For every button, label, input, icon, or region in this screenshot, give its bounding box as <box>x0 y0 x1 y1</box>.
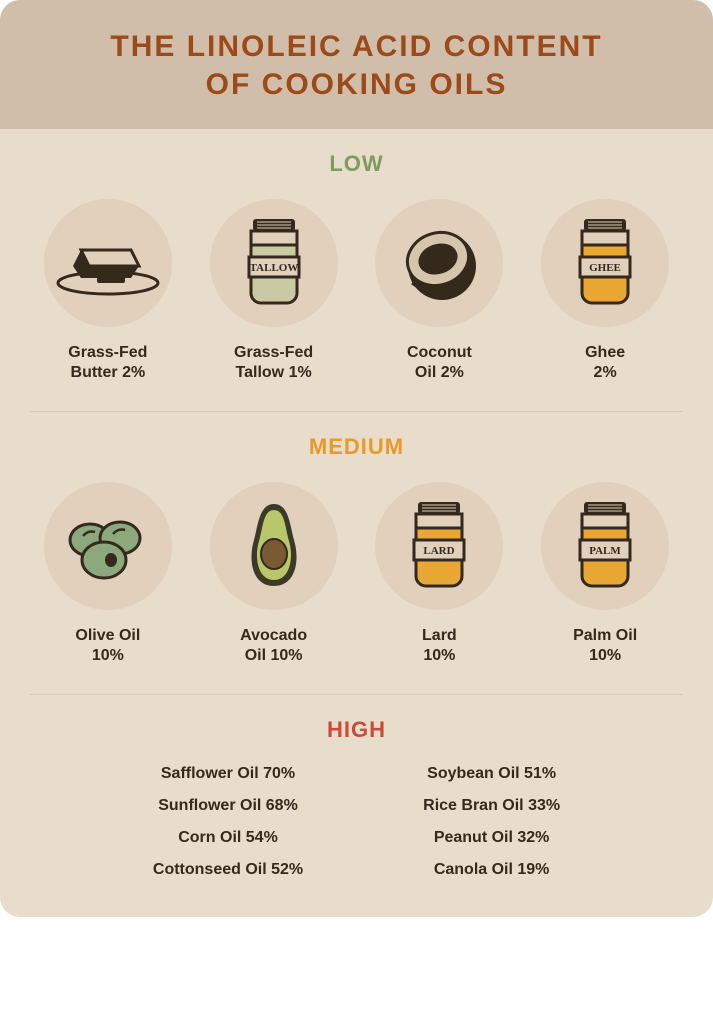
low-grid: Grass-Fed Butter 2% TALLOW Grass-Fed Tal… <box>30 199 683 383</box>
high-col-1: Safflower Oil 70% Sunflower Oil 68% Corn… <box>153 765 303 879</box>
item-label: Grass-Fed Tallow 1% <box>234 343 313 383</box>
svg-text:GHEE: GHEE <box>589 262 621 274</box>
high-item: Soybean Oil 51% <box>423 765 560 783</box>
header: THE LINOLEIC ACID CONTENT OF COOKING OIL… <box>0 0 713 129</box>
item-label: Olive Oil 10% <box>75 626 140 666</box>
section-low: LOW Grass-Fed Butter 2% TALLOW <box>0 129 713 411</box>
coconut-icon <box>375 199 503 327</box>
palm-jar-icon: PALM <box>541 482 669 610</box>
item-lard: LARD Lard 10% <box>362 482 518 666</box>
tallow-jar-icon: TALLOW <box>210 199 338 327</box>
item-ghee: GHEE Ghee 2% <box>527 199 683 383</box>
item-olive: Olive Oil 10% <box>30 482 186 666</box>
butter-icon <box>44 199 172 327</box>
title-line-1: THE LINOLEIC ACID CONTENT <box>110 30 602 63</box>
section-heading-high: HIGH <box>30 717 683 743</box>
section-heading-medium: MEDIUM <box>30 434 683 460</box>
ghee-jar-icon: GHEE <box>541 199 669 327</box>
svg-text:PALM: PALM <box>589 545 621 557</box>
item-butter: Grass-Fed Butter 2% <box>30 199 186 383</box>
high-item: Peanut Oil 32% <box>423 829 560 847</box>
item-label: Ghee 2% <box>585 343 625 383</box>
section-heading-low: LOW <box>30 151 683 177</box>
high-item: Cottonseed Oil 52% <box>153 861 303 879</box>
medium-grid: Olive Oil 10% Avocado Oil 10% LARD Lard … <box>30 482 683 666</box>
item-label: Avocado Oil 10% <box>240 626 307 666</box>
svg-text:LARD: LARD <box>424 545 455 557</box>
item-label: Grass-Fed Butter 2% <box>68 343 147 383</box>
item-avocado: Avocado Oil 10% <box>196 482 352 666</box>
item-label: Coconut Oil 2% <box>407 343 472 383</box>
high-item: Sunflower Oil 68% <box>153 797 303 815</box>
section-high: HIGH Safflower Oil 70% Sunflower Oil 68%… <box>30 694 683 917</box>
olive-icon <box>44 482 172 610</box>
svg-text:TALLOW: TALLOW <box>249 262 298 274</box>
infographic-card: THE LINOLEIC ACID CONTENT OF COOKING OIL… <box>0 0 713 917</box>
item-coconut: Coconut Oil 2% <box>362 199 518 383</box>
page-title: THE LINOLEIC ACID CONTENT OF COOKING OIL… <box>20 28 693 103</box>
item-label: Lard 10% <box>422 626 457 666</box>
high-item: Corn Oil 54% <box>153 829 303 847</box>
item-label: Palm Oil 10% <box>573 626 637 666</box>
high-item: Safflower Oil 70% <box>153 765 303 783</box>
high-item: Canola Oil 19% <box>423 861 560 879</box>
high-item: Rice Bran Oil 33% <box>423 797 560 815</box>
avocado-icon <box>210 482 338 610</box>
section-medium: MEDIUM Olive Oil 10% <box>30 411 683 694</box>
lard-jar-icon: LARD <box>375 482 503 610</box>
item-palm: PALM Palm Oil 10% <box>527 482 683 666</box>
title-line-2: OF COOKING OILS <box>20 66 693 104</box>
high-columns: Safflower Oil 70% Sunflower Oil 68% Corn… <box>30 765 683 889</box>
item-tallow: TALLOW Grass-Fed Tallow 1% <box>196 199 352 383</box>
high-col-2: Soybean Oil 51% Rice Bran Oil 33% Peanut… <box>423 765 560 879</box>
